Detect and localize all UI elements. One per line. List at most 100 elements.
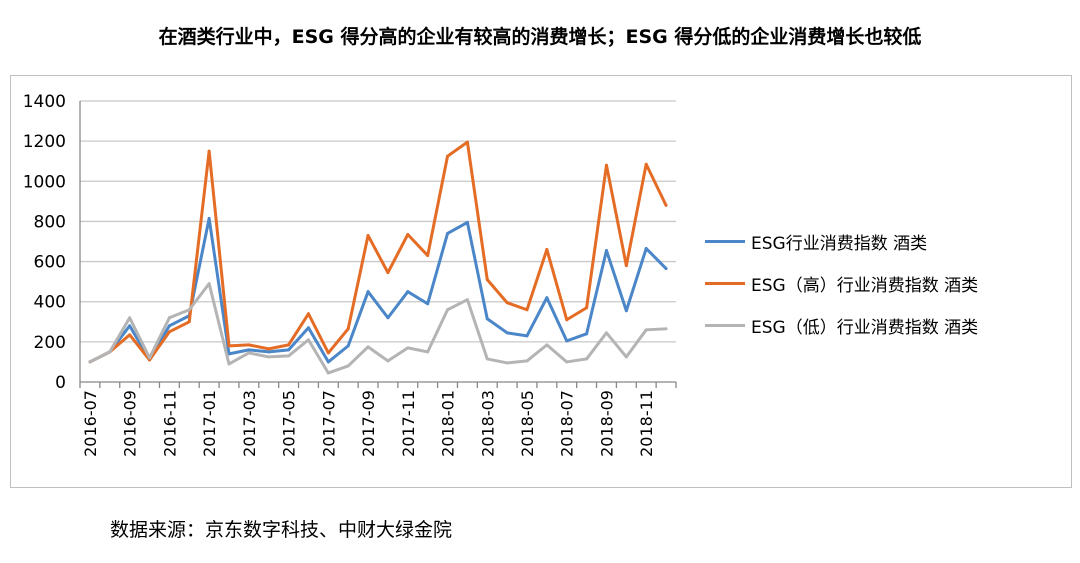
data-point: [247, 351, 251, 355]
series-line-0: [89, 216, 668, 364]
data-point: [664, 327, 668, 331]
data-point: [505, 301, 509, 305]
data-point: [545, 343, 549, 347]
x-tick-label: 2017-05: [280, 390, 299, 457]
data-point: [426, 302, 430, 306]
data-point: [346, 327, 350, 331]
data-point: [306, 338, 310, 342]
data-point: [604, 163, 608, 167]
data-point: [624, 309, 628, 313]
data-point: [366, 233, 370, 237]
x-tick-label: 2017-07: [319, 390, 338, 457]
x-tick-label: 2018-01: [439, 390, 458, 457]
data-point: [148, 356, 152, 360]
data-point: [644, 328, 648, 332]
data-point: [565, 360, 569, 364]
y-tick-label: 1400: [23, 92, 66, 112]
legend-item-low: ESG（低）行业消费指数 酒类: [705, 313, 978, 338]
x-tick-label: 2016-09: [121, 390, 140, 457]
data-point: [644, 162, 648, 166]
data-point: [565, 318, 569, 322]
data-point: [545, 248, 549, 252]
data-point: [128, 324, 132, 328]
data-point: [267, 347, 271, 351]
data-point: [386, 271, 390, 275]
x-tick-label: 2018-05: [518, 390, 537, 457]
data-point: [585, 332, 589, 336]
data-point: [465, 140, 469, 144]
data-point: [525, 308, 529, 312]
data-point: [604, 249, 608, 253]
data-point: [267, 355, 271, 359]
data-point: [207, 149, 211, 153]
y-tick-label: 600: [34, 253, 66, 273]
data-point: [346, 364, 350, 368]
data-point: [306, 312, 310, 316]
data-point: [585, 357, 589, 361]
data-point: [187, 308, 191, 312]
data-point: [167, 330, 171, 334]
data-point: [604, 331, 608, 335]
chart-title: 在酒类行业中，ESG 得分高的企业有较高的消费增长；ESG 得分低的企业消费增长…: [158, 26, 922, 48]
legend-swatch: [705, 282, 745, 285]
data-point: [485, 278, 489, 282]
data-point: [207, 282, 211, 286]
y-tick-label: 800: [34, 212, 66, 232]
legend-label: ESG行业消费指数 酒类: [751, 234, 928, 254]
data-point: [128, 316, 132, 320]
data-point: [207, 216, 211, 220]
y-tick-label: 200: [34, 333, 66, 353]
data-point: [505, 361, 509, 365]
data-point: [624, 355, 628, 359]
data-point: [287, 343, 291, 347]
data-point: [525, 334, 529, 338]
data-point: [187, 320, 191, 324]
data-point: [88, 360, 92, 364]
data-point: [446, 231, 450, 235]
data-point: [426, 350, 430, 354]
x-tick-label: 2018-09: [597, 390, 616, 457]
x-tick-label: 2018-07: [558, 390, 577, 457]
data-point: [485, 357, 489, 361]
legend-item-high: ESG（高）行业消费指数 酒类: [705, 271, 978, 296]
data-source-note: 数据来源：京东数字科技、中财大绿金院: [110, 519, 453, 541]
data-point: [446, 308, 450, 312]
data-point: [545, 296, 549, 300]
y-tick-label: 400: [34, 293, 66, 313]
data-point: [247, 348, 251, 352]
data-point: [227, 362, 231, 366]
data-point: [287, 354, 291, 358]
data-point: [386, 316, 390, 320]
x-tick-label: 2018-03: [478, 390, 497, 457]
data-point: [406, 290, 410, 294]
data-point: [406, 232, 410, 236]
data-point: [525, 359, 529, 363]
data-point: [128, 333, 132, 337]
data-point: [366, 345, 370, 349]
data-point: [565, 339, 569, 343]
x-tick-label: 2017-11: [399, 390, 418, 457]
data-point: [406, 346, 410, 350]
x-tick-label: 2017-01: [200, 390, 219, 457]
legend-label: ESG（高）行业消费指数 酒类: [751, 276, 979, 296]
x-tick-label: 2016-07: [81, 390, 100, 457]
data-point: [624, 264, 628, 268]
legend-label: ESG（低）行业消费指数 酒类: [751, 318, 979, 338]
data-point: [247, 343, 251, 347]
data-point: [267, 350, 271, 354]
data-point: [287, 348, 291, 352]
data-point: [465, 298, 469, 302]
chart-frame: [10, 75, 1072, 488]
data-point: [326, 360, 330, 364]
legend-swatch: [705, 240, 745, 243]
data-point: [227, 344, 231, 348]
data-point: [167, 316, 171, 320]
data-point: [306, 326, 310, 330]
data-point: [326, 371, 330, 375]
x-tick-label: 2017-09: [359, 390, 378, 457]
series-line-2: [89, 282, 667, 375]
data-point: [346, 344, 350, 348]
data-point: [326, 351, 330, 355]
data-point: [585, 306, 589, 310]
